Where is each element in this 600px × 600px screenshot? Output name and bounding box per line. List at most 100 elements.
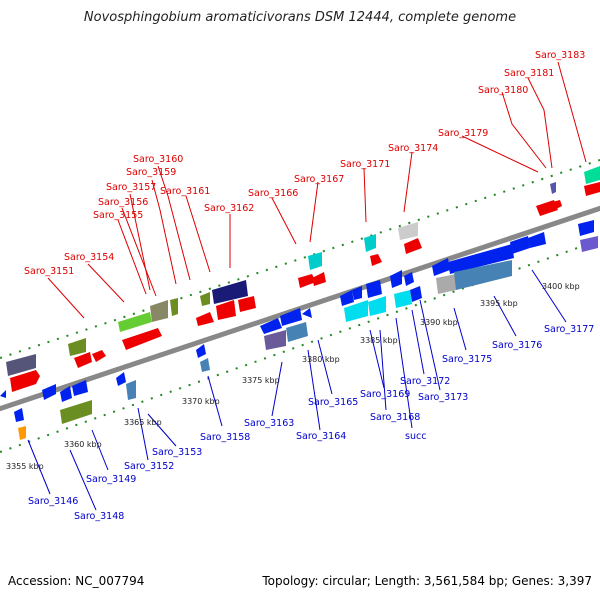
leader-line [403,151,413,213]
gene-label[interactable]: Saro_3173 [418,392,468,403]
leader-line [527,77,553,169]
leader-line [411,309,425,375]
gene-reverse [448,244,514,274]
gene-reverse [366,280,382,298]
leader-line [501,91,547,169]
leader-line [453,307,467,351]
gene-label[interactable]: Saro_3179 [438,128,488,139]
gene-reverse [14,408,24,422]
gene-reverse [302,308,312,318]
gene-label[interactable]: Saro_3166 [248,188,298,199]
gene-label[interactable]: Saro_3162 [204,203,254,214]
leader-line [461,135,539,173]
gene-label[interactable]: Saro_3149 [86,474,136,485]
kbp-tick: 3360 kbp [64,440,102,449]
gene-label[interactable]: Saro_3183 [535,50,585,61]
gene-reverse [260,318,282,334]
kbp-tick: 3375 kbp [242,376,280,385]
leader-line [309,181,319,243]
gene-reverse [60,386,72,402]
gene-reverse [72,380,88,396]
gene-label[interactable]: Saro_3171 [340,159,390,170]
gene-reverse [368,296,386,316]
gene-label[interactable]: succ [405,431,426,442]
leader-line [151,179,177,285]
gene-reverse [280,308,302,326]
gene-label[interactable]: Saro_3163 [244,418,294,429]
gene-label[interactable]: Saro_3146 [28,496,78,507]
gene-label[interactable]: Saro_3176 [492,340,542,351]
leader-line [379,329,387,411]
gene-reverse [264,330,286,350]
gene-label[interactable]: Saro_3172 [400,376,450,387]
gene-reverse [436,274,456,294]
gene-forward [308,252,322,270]
leader-line [91,429,109,471]
gene-forward [312,272,326,286]
gene-forward [552,200,562,210]
genome-title: Novosphingobium aromaticivorans DSM 1244… [83,10,517,25]
leader-line [363,167,367,223]
gene-forward [550,182,556,194]
gene-label[interactable]: Saro_3160 [133,154,183,165]
gene-label[interactable]: Saro_3161 [160,186,210,197]
gene-label[interactable]: Saro_3148 [74,511,124,522]
gene-label[interactable]: Saro_3180 [478,85,528,96]
kbp-tick: 3400 kbp [542,282,580,291]
gene-label[interactable]: Saro_3156 [98,197,148,208]
gene-forward [10,370,40,392]
accession-text: Accession: NC_007794 [8,574,145,588]
kbp-tick: 3395 kbp [480,299,518,308]
leader-line [69,449,97,511]
reverse-genes [0,220,598,440]
gene-label[interactable]: Saro_3169 [360,389,410,400]
gene-forward [584,166,600,184]
gene-label[interactable]: Saro_3175 [442,354,492,365]
gene-reverse [352,286,362,300]
leader-line [307,349,321,431]
gene-label[interactable]: Saro_3157 [106,182,156,193]
gene-label[interactable]: Saro_3167 [294,174,344,185]
bottom-gene-labels: Saro_3177 Saro_3176 Saro_3175 Saro_3173 … [28,324,594,522]
gene-label[interactable]: Saro_3177 [544,324,594,335]
gene-label[interactable]: Saro_3153 [152,447,202,458]
gene-label[interactable]: Saro_3152 [124,461,174,472]
gene-reverse [286,322,308,342]
leader-line [531,269,567,323]
gene-forward [212,280,248,304]
gene-forward [196,312,214,326]
gene-label[interactable]: Saro_3165 [308,397,358,408]
gene-label[interactable]: Saro_3158 [200,432,250,443]
gene-forward [150,300,168,322]
genome-info-text: Topology: circular; Length: 3,561,584 bp… [262,574,592,588]
gene-label[interactable]: Saro_3151 [24,266,74,277]
gene-label[interactable]: Saro_3154 [64,252,114,263]
gene-label[interactable]: Saro_3159 [126,167,176,178]
gene-reverse [18,426,26,440]
leader-line [121,207,157,297]
kbp-scale: 3355 kbp 3360 kbp 3365 kbp 3370 kbp 3375… [6,282,580,471]
kbp-tick: 3355 kbp [6,462,44,471]
leader-line [557,61,587,163]
gene-forward [170,298,178,316]
gene-label[interactable]: Saro_3168 [370,412,420,423]
leader-line [317,339,333,395]
leader-line [147,413,177,447]
gene-label[interactable]: Saro_3181 [504,68,554,79]
gene-label[interactable]: Saro_3164 [296,431,346,442]
leader-line [185,195,211,273]
leader-line [129,193,151,291]
kbp-tick: 3370 kbp [182,397,220,406]
gene-label[interactable]: Saro_3174 [388,143,438,154]
gene-reverse [432,258,450,276]
gene-label[interactable]: Saro_3155 [93,210,143,221]
leader-line [369,329,385,389]
gene-forward [92,350,106,362]
gene-forward [238,296,256,312]
gene-reverse [394,290,412,308]
gene-reverse [60,400,92,424]
forward-genes [6,166,600,392]
gene-reverse [344,300,368,322]
gene-reverse [126,380,136,400]
